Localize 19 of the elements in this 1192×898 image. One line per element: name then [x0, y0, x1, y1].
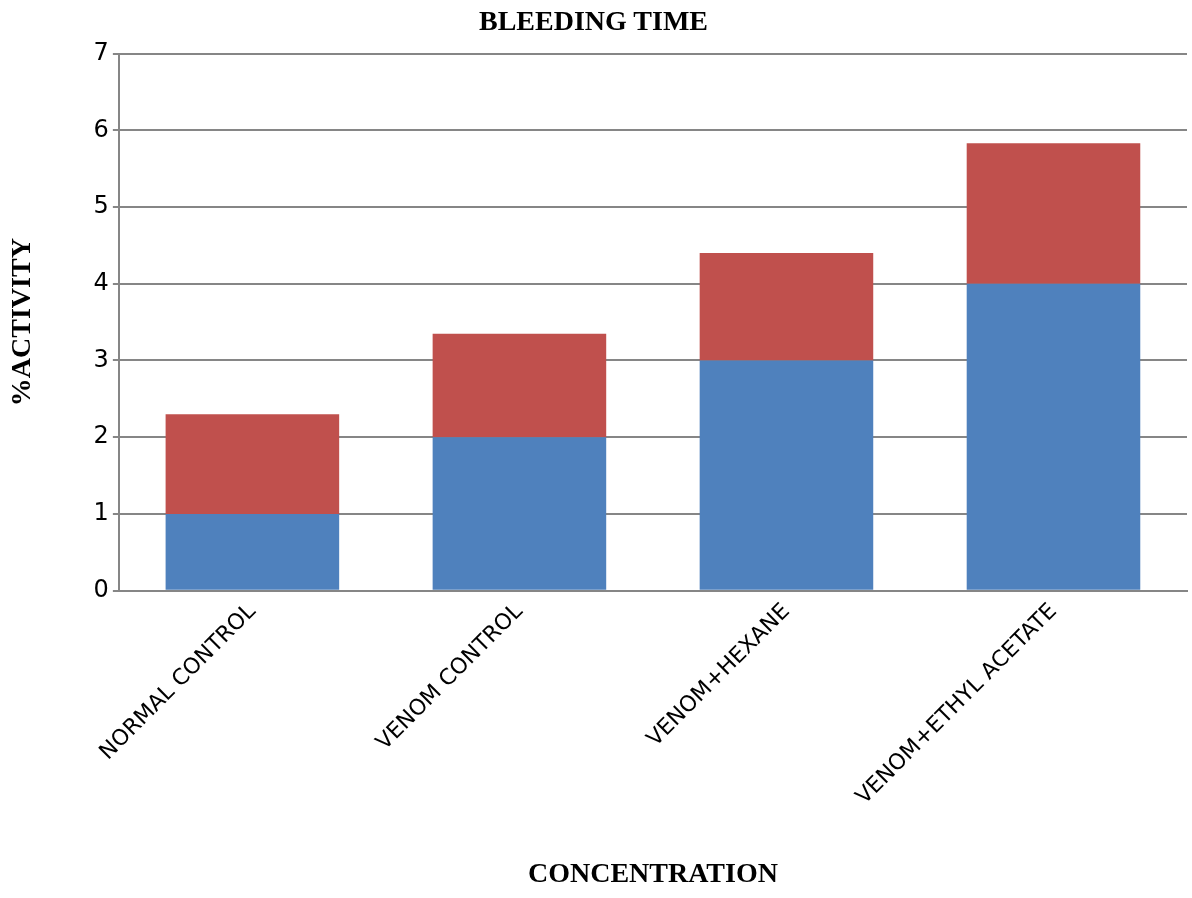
chart-title: BLEEDING TIME — [479, 5, 708, 37]
y-tick-label: 2 — [93, 421, 109, 450]
y-tick-label: 4 — [93, 268, 109, 296]
bar — [165, 414, 340, 514]
bar — [699, 360, 874, 590]
bar — [165, 513, 340, 590]
y-axis-title: %ACTIVITY — [5, 238, 37, 407]
bar — [432, 333, 607, 438]
y-tick-label: 7 — [93, 37, 109, 66]
bar — [966, 283, 1141, 590]
y-tick-label: 6 — [93, 114, 109, 143]
bar — [966, 143, 1141, 284]
y-tick-label: 3 — [93, 344, 109, 373]
bar — [699, 253, 874, 361]
y-tick-label: 0 — [93, 574, 109, 603]
y-tick-label: 5 — [93, 191, 109, 220]
bar — [432, 437, 607, 590]
x-axis-title: CONCENTRATION — [527, 857, 778, 889]
y-tick-label: 1 — [93, 498, 109, 527]
